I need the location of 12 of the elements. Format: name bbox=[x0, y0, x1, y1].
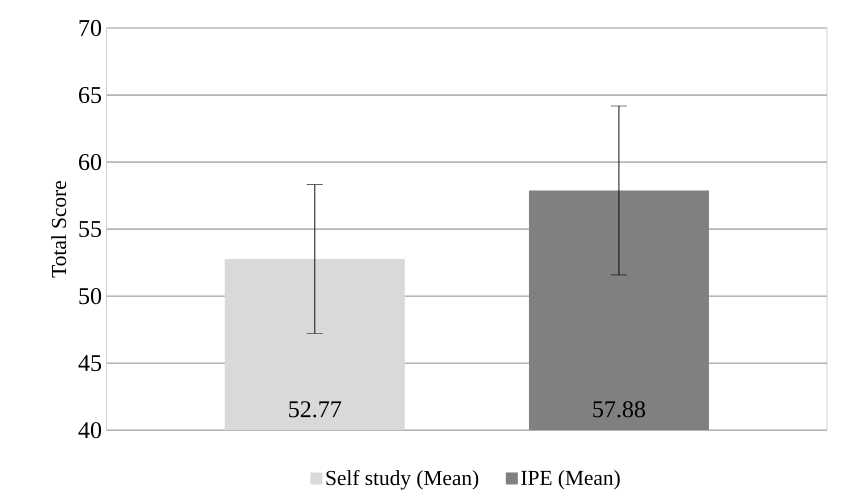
y-tick-label: 65 bbox=[79, 86, 102, 103]
y-tick-label: 70 bbox=[80, 20, 102, 36]
y-tick-label: 45 bbox=[78, 355, 102, 372]
y-tick-label: 55 bbox=[79, 221, 102, 237]
legend-label: Self study (Mean) bbox=[326, 470, 478, 490]
y-axis-title: Total Score bbox=[51, 180, 66, 278]
y-tick-label: 40 bbox=[78, 422, 102, 438]
legend-label: IPE (Mean) bbox=[521, 470, 620, 490]
data-label: 52.77 bbox=[289, 401, 342, 418]
data-label: 57.88 bbox=[593, 401, 646, 418]
y-tick-label: 60 bbox=[79, 154, 102, 170]
y-tick-label: 50 bbox=[79, 288, 102, 304]
